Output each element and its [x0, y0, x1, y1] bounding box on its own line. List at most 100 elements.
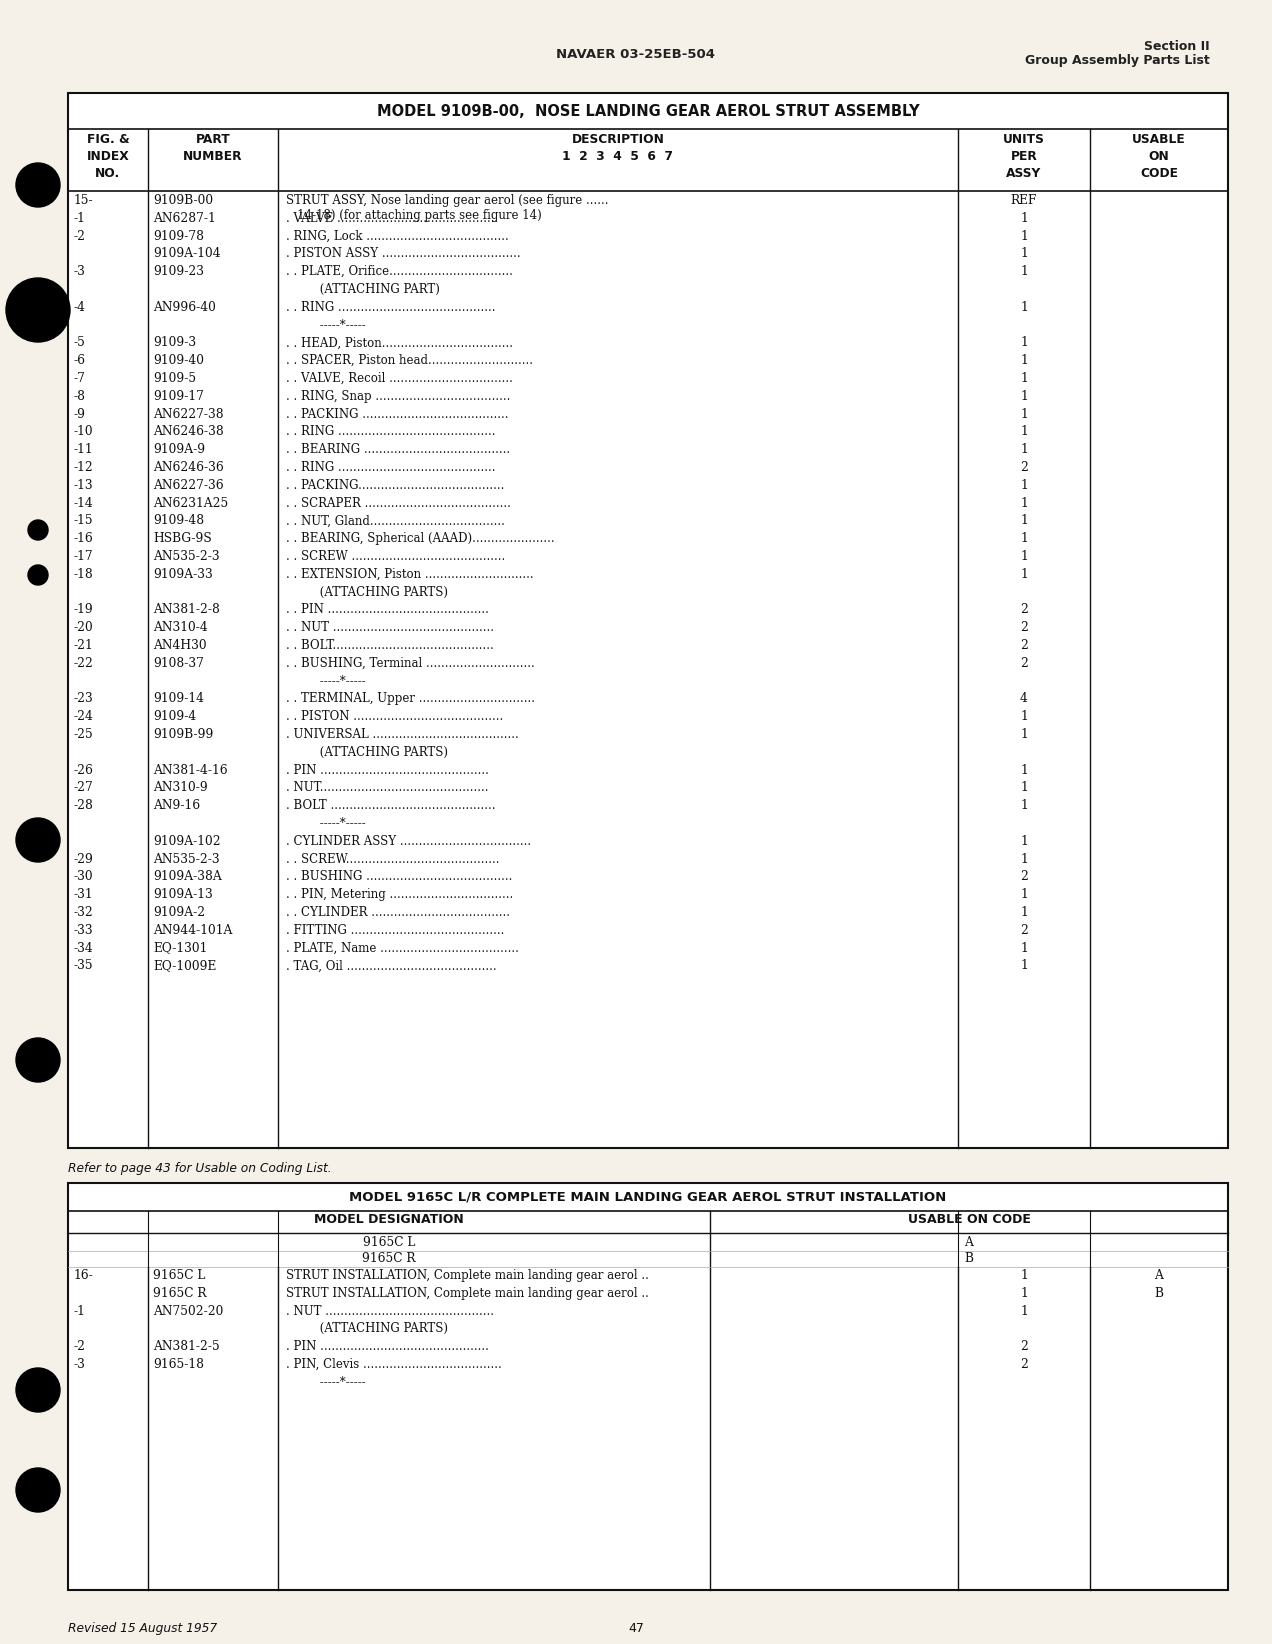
Text: 9109-17: 9109-17	[153, 390, 204, 403]
Circle shape	[28, 520, 48, 539]
Text: -20: -20	[74, 621, 94, 635]
Text: 4: 4	[1020, 692, 1028, 705]
Text: . . VALVE, Recoil .................................: . . VALVE, Recoil ......................…	[286, 372, 513, 385]
Text: 9109A-2: 9109A-2	[153, 906, 205, 919]
Text: Section II: Section II	[1145, 39, 1210, 53]
Text: STRUT INSTALLATION, Complete main landing gear aerol ..: STRUT INSTALLATION, Complete main landin…	[286, 1269, 649, 1282]
Text: 9165C R: 9165C R	[363, 1253, 416, 1264]
Text: AN381-2-8: AN381-2-8	[153, 603, 220, 616]
Text: . UNIVERSAL .......................................: . UNIVERSAL ............................…	[286, 728, 519, 741]
Text: . RING, Lock ......................................: . RING, Lock ...........................…	[286, 230, 509, 243]
Text: 9109-14: 9109-14	[153, 692, 204, 705]
Text: 1: 1	[1020, 763, 1028, 776]
Text: AN6246-38: AN6246-38	[153, 426, 224, 439]
Text: 9165C R: 9165C R	[153, 1287, 206, 1300]
Text: . . BUSHING .......................................: . . BUSHING ............................…	[286, 870, 513, 883]
Text: -32: -32	[74, 906, 94, 919]
Text: -----*-----: -----*-----	[286, 674, 366, 687]
Text: -3: -3	[74, 265, 86, 278]
Text: AN944-101A: AN944-101A	[153, 924, 233, 937]
Text: -26: -26	[74, 763, 94, 776]
Text: -33: -33	[74, 924, 94, 937]
Text: . . RING, Snap ....................................: . . RING, Snap .........................…	[286, 390, 510, 403]
Text: . . PLATE, Orifice.................................: . . PLATE, Orifice......................…	[286, 265, 513, 278]
Text: . . HEAD, Piston...................................: . . HEAD, Piston........................…	[286, 337, 513, 350]
Circle shape	[6, 278, 70, 342]
Text: 2: 2	[1020, 1358, 1028, 1371]
Text: 9165-18: 9165-18	[153, 1358, 204, 1371]
Text: 15-: 15-	[74, 194, 94, 207]
Text: STRUT INSTALLATION, Complete main landing gear aerol ..: STRUT INSTALLATION, Complete main landin…	[286, 1287, 649, 1300]
Text: 1: 1	[1020, 853, 1028, 866]
Text: -34: -34	[74, 942, 94, 955]
Text: B: B	[964, 1253, 973, 1264]
Text: 9109A-38A: 9109A-38A	[153, 870, 221, 883]
Text: 1: 1	[1020, 496, 1028, 510]
Circle shape	[17, 819, 60, 861]
Text: Revised 15 August 1957: Revised 15 August 1957	[67, 1623, 218, 1636]
Text: EQ-1301: EQ-1301	[153, 942, 207, 955]
Text: 9109B-00: 9109B-00	[153, 194, 214, 207]
Text: . . SPACER, Piston head............................: . . SPACER, Piston head.................…	[286, 353, 533, 367]
Text: . PISTON ASSY .....................................: . PISTON ASSY ..........................…	[286, 247, 520, 260]
Text: 9109A-33: 9109A-33	[153, 567, 212, 580]
Circle shape	[28, 566, 48, 585]
Text: STRUT ASSY, Nose landing gear aerol (see figure ......
   14-18) (for attaching : STRUT ASSY, Nose landing gear aerol (see…	[286, 194, 608, 222]
Text: AN6227-36: AN6227-36	[153, 478, 224, 492]
Text: REF: REF	[1011, 194, 1037, 207]
Text: -1: -1	[74, 1305, 86, 1317]
Text: . . NUT, Gland....................................: . . NUT, Gland..........................…	[286, 515, 505, 528]
Text: -9: -9	[74, 408, 86, 421]
Text: 9109-5: 9109-5	[153, 372, 196, 385]
Text: 9109-3: 9109-3	[153, 337, 196, 350]
Text: -5: -5	[74, 337, 86, 350]
Text: MODEL 9109B-00,  NOSE LANDING GEAR AEROL STRUT ASSEMBLY: MODEL 9109B-00, NOSE LANDING GEAR AEROL …	[377, 104, 920, 118]
Text: . . PACKING.......................................: . . PACKING.............................…	[286, 478, 505, 492]
Text: NAVAER 03-25EB-504: NAVAER 03-25EB-504	[557, 48, 715, 61]
Text: UNITS
PER
ASSY: UNITS PER ASSY	[1004, 133, 1044, 179]
Text: 9109A-104: 9109A-104	[153, 247, 220, 260]
Text: 1: 1	[1020, 247, 1028, 260]
Text: AN310-4: AN310-4	[153, 621, 207, 635]
Text: . PIN .............................................: . PIN ..................................…	[286, 763, 488, 776]
Text: . . PIN ...........................................: . . PIN ................................…	[286, 603, 488, 616]
Text: FIG. &
INDEX
NO.: FIG. & INDEX NO.	[86, 133, 130, 179]
Text: (ATTACHING PARTS): (ATTACHING PARTS)	[286, 585, 448, 598]
Text: 9109-40: 9109-40	[153, 353, 204, 367]
Text: -----*-----: -----*-----	[286, 1376, 366, 1389]
Text: 1: 1	[1020, 301, 1028, 314]
Text: -1: -1	[74, 212, 86, 225]
Text: AN9-16: AN9-16	[153, 799, 200, 812]
Text: 1: 1	[1020, 533, 1028, 546]
Text: 1: 1	[1020, 478, 1028, 492]
Text: AN535-2-3: AN535-2-3	[153, 551, 220, 562]
Text: -4: -4	[74, 301, 86, 314]
Text: -27: -27	[74, 781, 94, 794]
Text: 1: 1	[1020, 353, 1028, 367]
Text: 1: 1	[1020, 567, 1028, 580]
Text: 1: 1	[1020, 408, 1028, 421]
Text: 9109-48: 9109-48	[153, 515, 204, 528]
Text: 9109-78: 9109-78	[153, 230, 204, 243]
Text: 1: 1	[1020, 728, 1028, 741]
Text: -19: -19	[74, 603, 94, 616]
Text: (ATTACHING PART): (ATTACHING PART)	[286, 283, 440, 296]
Text: . . PISTON ........................................: . . PISTON .............................…	[286, 710, 504, 723]
Circle shape	[17, 1468, 60, 1512]
Text: 1: 1	[1020, 337, 1028, 350]
Text: . . BUSHING, Terminal .............................: . . BUSHING, Terminal ..................…	[286, 658, 534, 669]
Text: AN996-40: AN996-40	[153, 301, 216, 314]
Text: 2: 2	[1020, 658, 1028, 669]
Text: 9109B-99: 9109B-99	[153, 728, 214, 741]
Bar	[67, 94, 1227, 1148]
Text: 1: 1	[1020, 888, 1028, 901]
Text: PART
NUMBER: PART NUMBER	[183, 133, 243, 163]
Text: 1: 1	[1020, 551, 1028, 562]
Text: . PIN .............................................: . PIN ..................................…	[286, 1340, 488, 1353]
Text: -17: -17	[74, 551, 94, 562]
Text: 9109A-102: 9109A-102	[153, 835, 220, 848]
Text: -----*-----: -----*-----	[286, 319, 366, 332]
Text: . CYLINDER ASSY ...................................: . CYLINDER ASSY ........................…	[286, 835, 532, 848]
Text: 1: 1	[1020, 1305, 1028, 1317]
Text: 1: 1	[1020, 444, 1028, 455]
